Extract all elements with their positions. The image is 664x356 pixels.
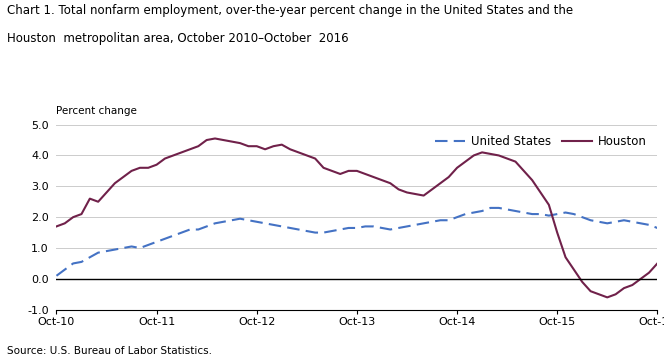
Houston <box>604 295 612 299</box>
United States <box>604 221 612 225</box>
United States <box>578 215 586 219</box>
Houston <box>612 292 620 297</box>
Text: Houston  metropolitan area, October 2010–October  2016: Houston metropolitan area, October 2010–… <box>7 32 348 45</box>
Legend: United States, Houston: United States, Houston <box>430 131 651 153</box>
Houston <box>52 224 60 229</box>
Houston <box>562 255 570 260</box>
Line: United States: United States <box>56 208 657 276</box>
Text: Chart 1. Total nonfarm employment, over-the-year percent change in the United St: Chart 1. Total nonfarm employment, over-… <box>7 4 573 17</box>
Text: Source: U.S. Bureau of Labor Statistics.: Source: U.S. Bureau of Labor Statistics. <box>7 346 212 356</box>
Houston <box>261 147 269 151</box>
Houston <box>578 280 586 284</box>
Houston <box>361 172 369 176</box>
Line: Houston: Houston <box>56 138 657 297</box>
United States <box>653 226 661 230</box>
United States <box>562 210 570 215</box>
Text: Percent change: Percent change <box>56 106 137 116</box>
United States <box>353 226 361 230</box>
United States <box>487 206 495 210</box>
United States <box>52 274 60 278</box>
United States <box>253 220 261 224</box>
United States <box>186 227 194 232</box>
Houston <box>186 147 194 151</box>
Houston <box>211 136 219 141</box>
Houston <box>653 261 661 266</box>
